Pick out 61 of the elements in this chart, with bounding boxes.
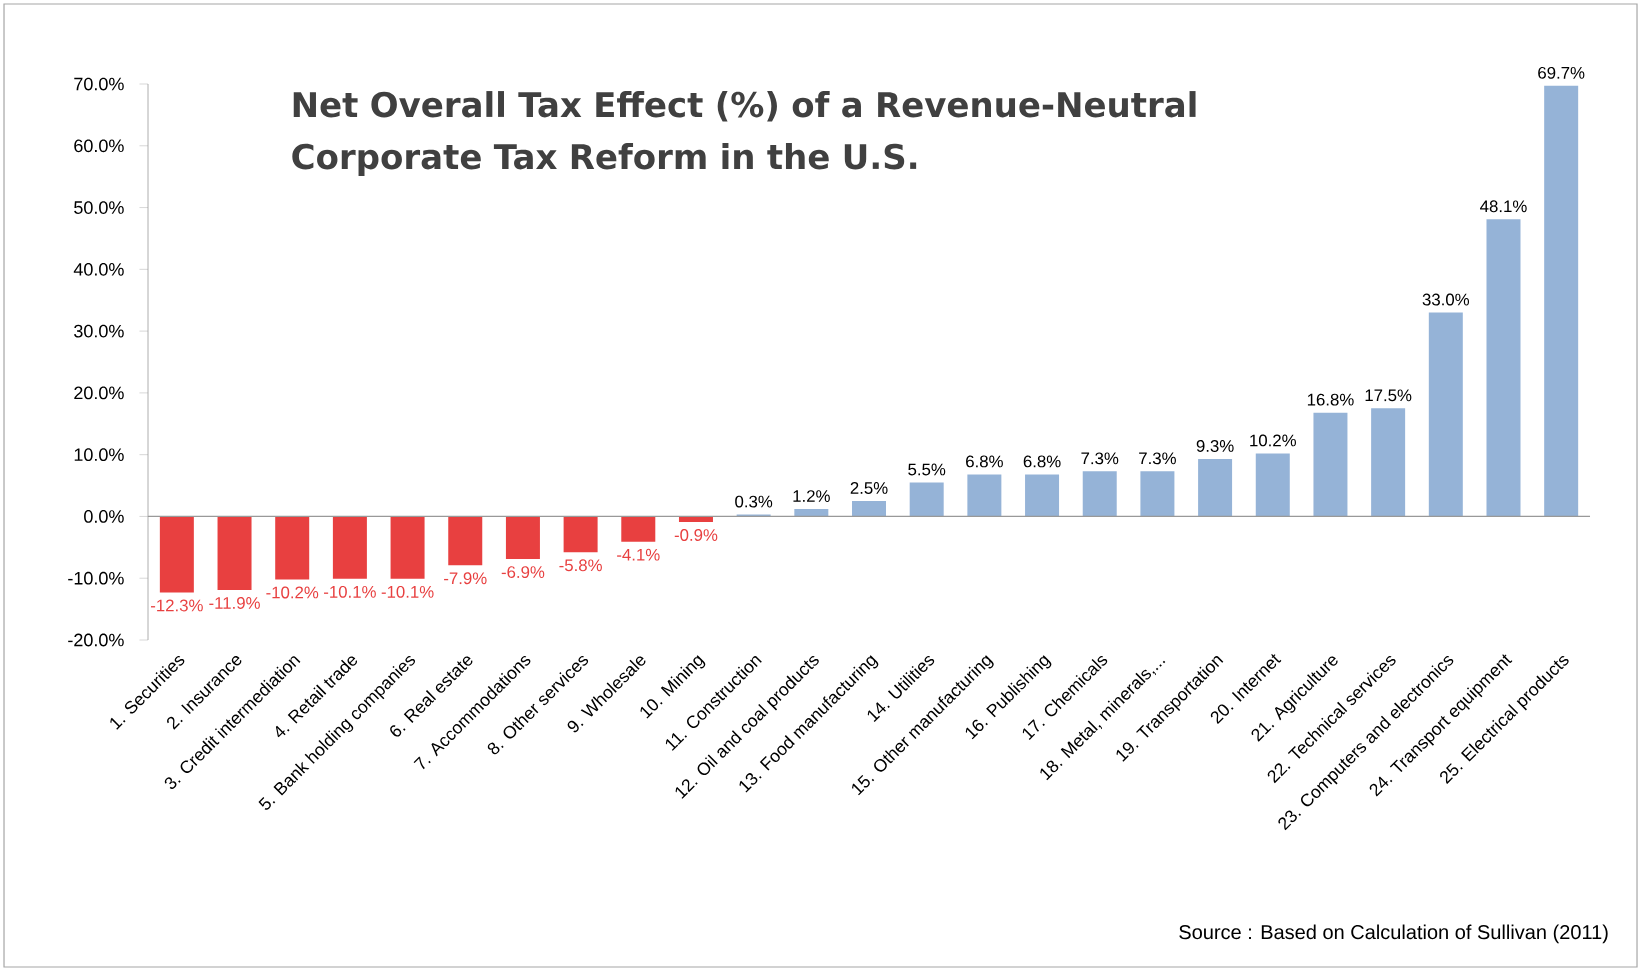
data-label: 5.5% [908, 463, 946, 476]
bar [909, 482, 944, 517]
bar [678, 516, 713, 523]
data-label: 10.2% [1250, 434, 1296, 447]
bar [1082, 471, 1117, 517]
y-tick-label: 0.0% [84, 510, 124, 523]
y-tick-label: 20.0% [74, 386, 124, 400]
data-label: 9.3% [1196, 440, 1234, 452]
y-tick-label: 40.0% [73, 262, 124, 276]
bar [1255, 453, 1290, 517]
bar [1025, 474, 1060, 517]
bar [967, 474, 1002, 517]
bar [275, 516, 310, 580]
bar [332, 516, 367, 579]
y-tick-label: -20.0% [68, 633, 124, 647]
bar [1313, 412, 1348, 517]
data-label: 7.3% [1139, 452, 1176, 465]
bar [1428, 312, 1463, 517]
data-label: -7.9% [444, 572, 487, 585]
data-label: 6.8% [1023, 455, 1061, 468]
data-label: -4.1% [617, 548, 660, 561]
bar [390, 516, 425, 579]
data-label: 0.3% [735, 495, 773, 508]
bar [448, 516, 483, 566]
text: Net Overall Tax Effect (%) of a Revenue-Neutral Corporate Tax Reform in the U.S. [292, 91, 1196, 176]
bar [1544, 85, 1579, 517]
y-tick-label: 60.0% [74, 139, 124, 153]
data-label: -5.8% [559, 559, 602, 572]
bar [794, 509, 829, 517]
y-tick-label: 50.0% [74, 201, 124, 214]
bar [217, 516, 252, 590]
data-label: -6.9% [501, 566, 545, 579]
data-label: 33.0% [1422, 293, 1470, 306]
data-label: -11.9% [209, 597, 260, 609]
bar [1371, 408, 1406, 517]
data-label: -10.1% [381, 585, 434, 598]
data-label: -12.3% [150, 599, 203, 612]
bar [852, 501, 887, 517]
data-label: 6.8% [966, 455, 1003, 468]
data-label: 2.5% [850, 482, 888, 494]
bar [1140, 471, 1175, 517]
bar [159, 516, 194, 593]
bar [621, 516, 656, 542]
data-label: 1.2% [793, 490, 830, 502]
bar [505, 516, 540, 560]
data-label: 69.7% [1538, 66, 1585, 79]
data-label: 7.3% [1081, 452, 1119, 465]
y-tick-label: 10.0% [74, 448, 124, 462]
y-tick-label: -10.0% [68, 571, 124, 585]
source-note: Source : Based on Calculation of Sullivan (2011) [1179, 924, 1608, 944]
data-label: -0.9% [674, 529, 718, 541]
data-label: 48.1% [1480, 200, 1527, 213]
data-label: -10.1% [324, 585, 376, 598]
bar [1198, 458, 1233, 517]
y-tick-label: 70.0% [74, 77, 124, 91]
bar [1486, 219, 1521, 517]
data-label: 17.5% [1365, 389, 1412, 402]
y-tick-label: 30.0% [74, 324, 124, 338]
data-label: 16.8% [1307, 393, 1354, 406]
data-label: -10.2% [266, 586, 319, 599]
bar [563, 516, 598, 553]
